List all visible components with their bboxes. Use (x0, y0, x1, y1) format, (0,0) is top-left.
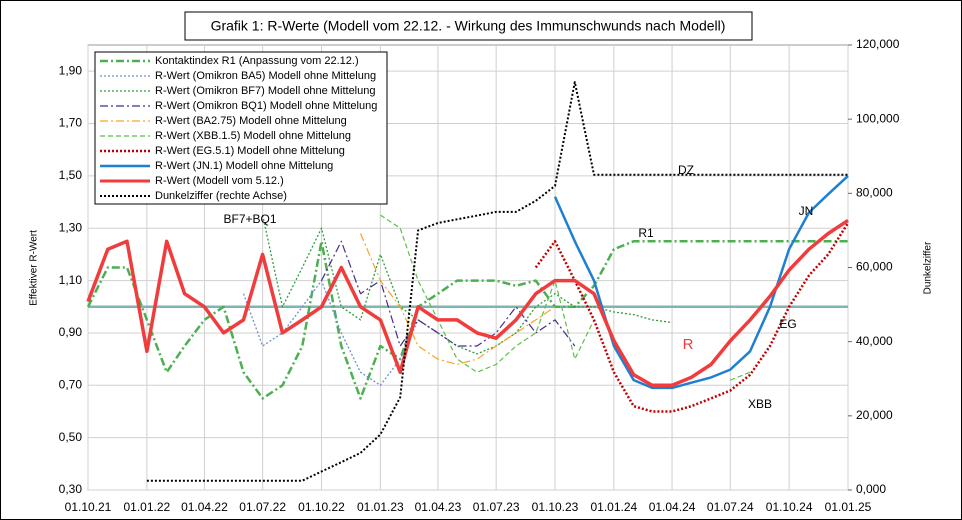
y2-tick-label: 100,000 (856, 111, 900, 125)
annotation: BF7+BQ1 (223, 212, 276, 226)
legend-label: Kontaktindex R1 (Anpassung vom 22.12.) (155, 55, 359, 67)
y2-tick-label: 80,000 (856, 186, 893, 200)
y-tick-label: 1,30 (59, 220, 83, 234)
x-tick-label: 01.10.23 (532, 500, 579, 514)
x-tick-label: 01.01.23 (357, 500, 404, 514)
y-tick-label: 1,90 (59, 63, 83, 77)
x-tick-label: 01.04.23 (415, 500, 462, 514)
y-axis-label: Effektiver R-Wert (29, 230, 40, 306)
x-tick-label: 01.07.23 (473, 500, 520, 514)
x-tick-label: 01.04.24 (649, 500, 696, 514)
series-line (380, 214, 751, 381)
annotation: XBB (748, 397, 772, 411)
y2-tick-label: 120,000 (856, 37, 900, 51)
series-line (534, 222, 850, 413)
legend-label: R-Wert (EG.5.1) Modell ohne Mittelung (155, 145, 345, 157)
x-tick-label: 01.07.22 (239, 500, 286, 514)
series-line (86, 218, 849, 388)
x-tick-label: 01.10.21 (65, 500, 112, 514)
x-tick-label: 01.01.25 (825, 500, 872, 514)
y-tick-label: 0,50 (59, 430, 83, 444)
y-tick-label: 0,30 (59, 482, 83, 496)
y2-tick-label: 60,000 (856, 260, 893, 274)
legend: Kontaktindex R1 (Anpassung vom 22.12.) R-… (94, 51, 388, 205)
y-tick-label: 1,70 (59, 116, 83, 130)
x-tick-label: 01.04.22 (181, 500, 228, 514)
annotation: EG (779, 317, 796, 331)
y-tick-label: 1,10 (59, 273, 83, 287)
legend-label: R-Wert (JN.1) Modell ohne Mittelung (155, 160, 333, 172)
annotation: DZ (678, 163, 694, 177)
x-tick-label: 01.10.24 (766, 500, 813, 514)
x-tick-label: 01.01.24 (590, 500, 637, 514)
y2-tick-label: 40,000 (856, 334, 893, 348)
x-tick-label: 01.10.22 (298, 500, 345, 514)
chart-title: Grafik 1: R-Werte (Modell vom 22.12. - W… (211, 18, 726, 34)
legend-label: R-Wert (Modell vom 5.12.) (155, 175, 284, 187)
y-tick-label: 0,70 (59, 377, 83, 391)
series-line (359, 233, 556, 365)
y2-axis-label: Dunkelziffer (923, 241, 934, 294)
y2-tick-label: 20,000 (856, 408, 893, 422)
y-tick-label: 0,90 (59, 325, 83, 339)
legend-label: R-Wert (BA2.75) Modell ohne Mittelung (155, 115, 347, 127)
series-line (146, 81, 848, 482)
annotation: R1 (638, 226, 654, 240)
annotation: JN (799, 204, 814, 218)
y2-tick-label: 0,000 (856, 482, 886, 496)
series-line (86, 240, 848, 400)
legend-label: R-Wert (XBB.1.5) Modell ohne Mittelung (155, 130, 351, 142)
title-box (184, 11, 753, 41)
legend-label: R-Wert (Omikron BA5) Modell ohne Mittelu… (155, 70, 376, 82)
legend-box (94, 51, 388, 205)
annotation: R (683, 336, 694, 353)
x-tick-label: 01.01.22 (123, 500, 170, 514)
legend-label: R-Wert (Omikron BQ1) Modell ohne Mittelu… (155, 100, 377, 112)
y-tick-label: 1,50 (59, 168, 83, 182)
legend-label: Dunkelziffer (rechte Achse) (155, 190, 287, 202)
legend-label: R-Wert (Omikron BF7) Modell ohne Mittelu… (155, 85, 375, 97)
x-tick-label: 01.07.24 (707, 500, 754, 514)
